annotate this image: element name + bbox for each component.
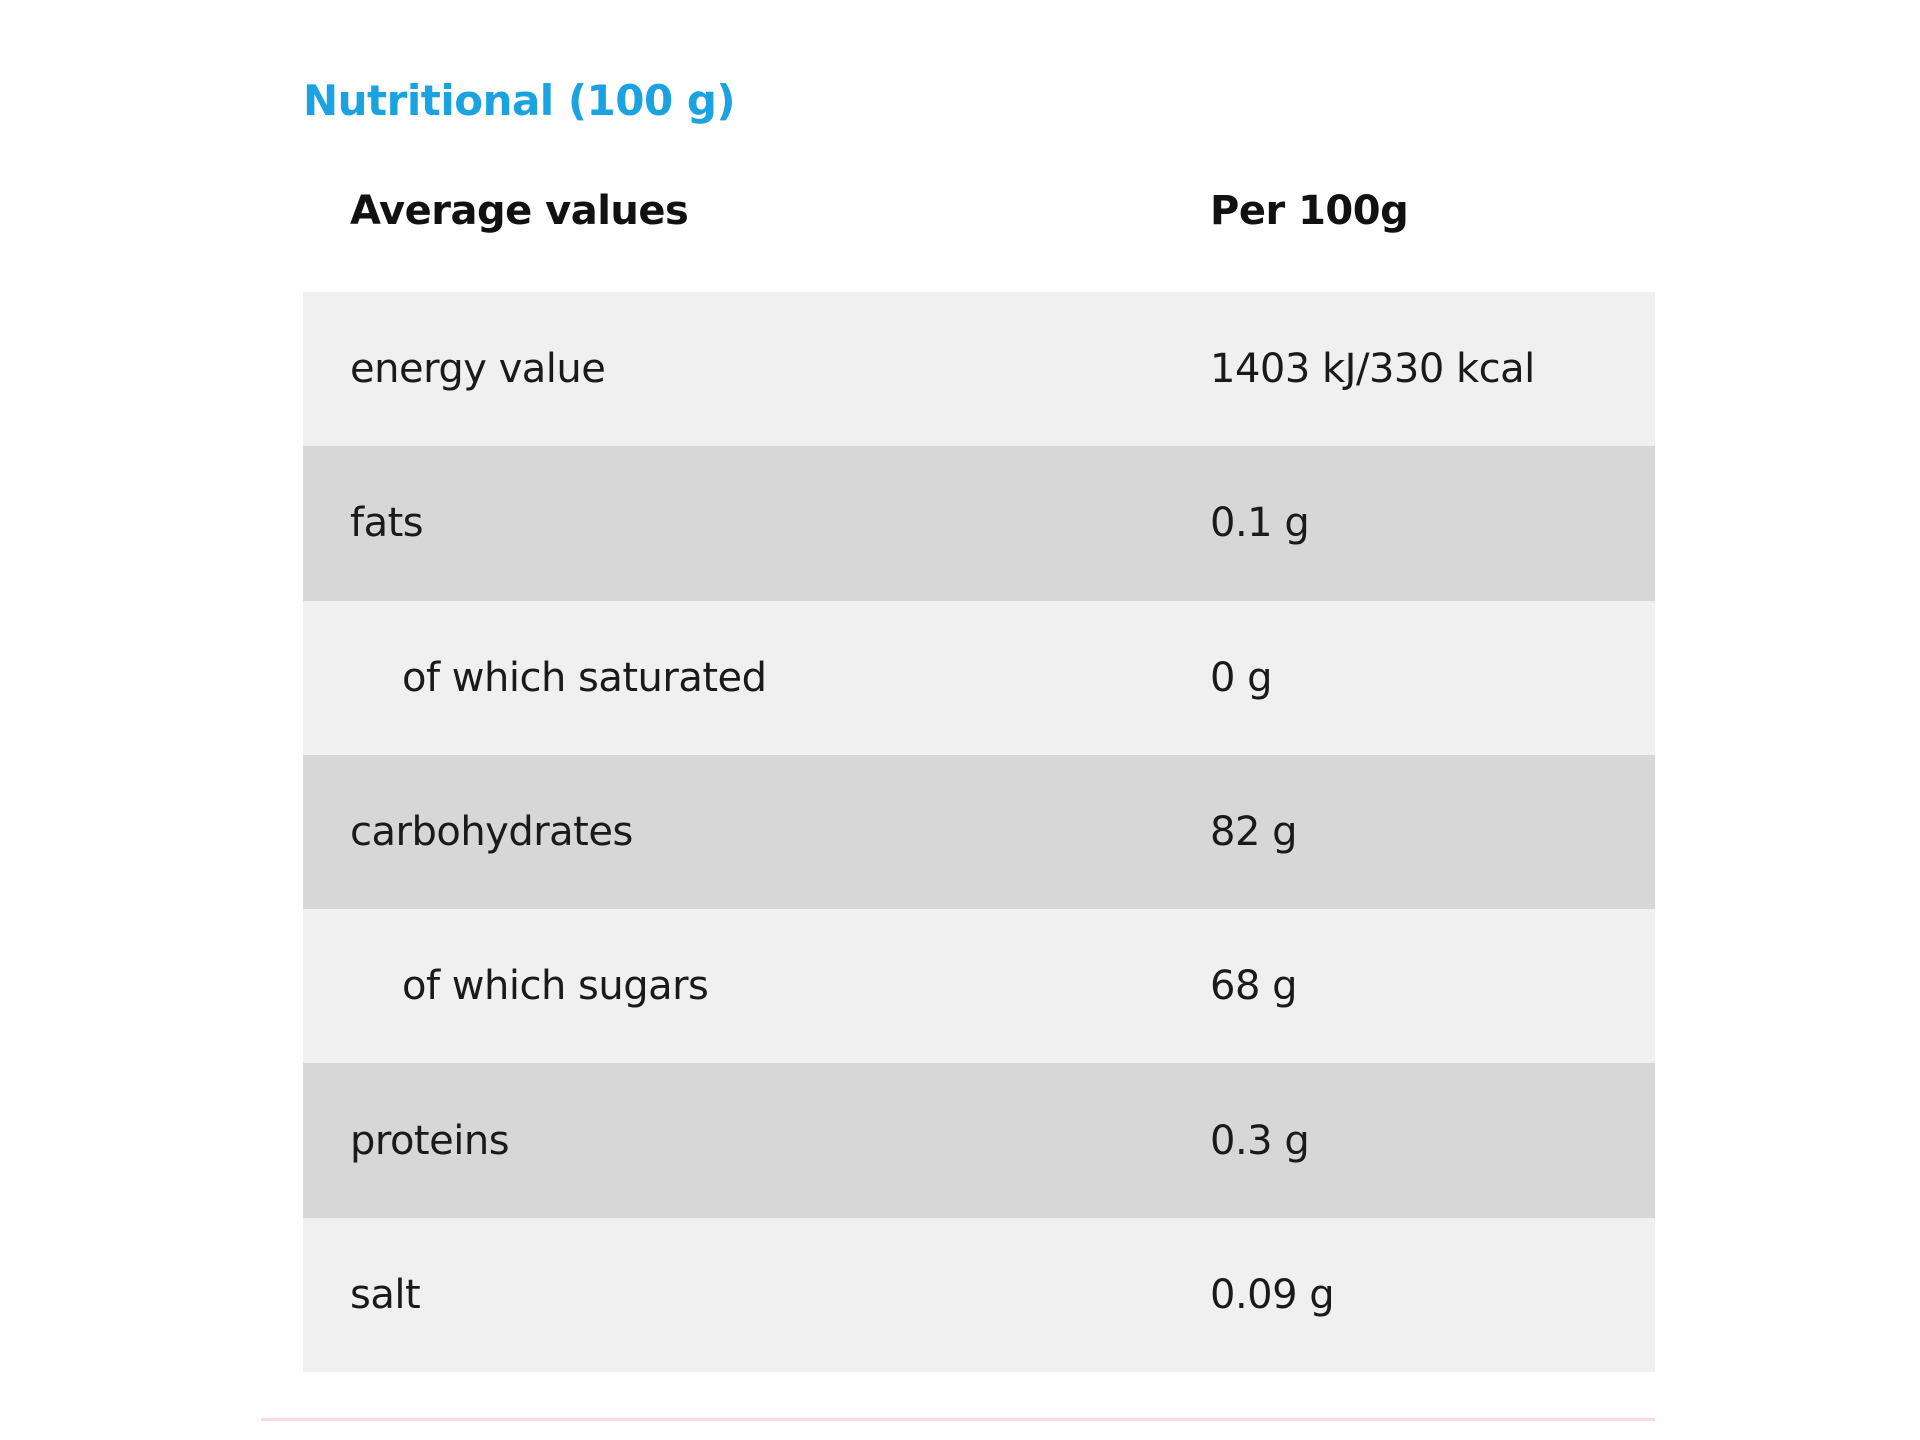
nutrient-name: of which saturated [402,654,767,701]
table-row: carbohydrates 82 g [303,754,1655,910]
table-row: salt 0.09 g [303,1217,1655,1373]
table-row: of which saturated 0 g [303,600,1655,755]
nutrient-name: of which sugars [402,963,709,1010]
nutrient-name: proteins [350,1117,510,1164]
nutrient-value: 68 g [1210,963,1298,1010]
nutrient-value: 0.09 g [1210,1271,1335,1318]
table-row: fats 0.1 g [303,446,1655,601]
column-header-average-values: Average values [350,188,689,234]
divider [261,1418,1655,1421]
nutrient-name: salt [350,1271,421,1318]
table-row: energy value 1403 kJ/330 kcal [303,292,1655,447]
nutrient-value: 0.3 g [1210,1117,1310,1164]
nutrient-value: 0 g [1210,654,1273,701]
table-row: proteins 0.3 g [303,1063,1655,1218]
nutrient-name: energy value [350,346,606,393]
nutrient-name: carbohydrates [350,809,633,856]
nutrient-name: fats [350,500,424,547]
nutrient-value: 0.1 g [1210,500,1310,547]
table-row: of which sugars 68 g [303,909,1655,1064]
nutrition-table: energy value 1403 kJ/330 kcal fats 0.1 g of … [303,292,1655,1373]
nutrient-value: 1403 kJ/330 kcal [1210,346,1535,393]
section-title: Nutritional (100 g) [303,76,736,125]
nutrient-value: 82 g [1210,809,1298,856]
column-header-per-100g: Per 100g [1210,188,1409,234]
